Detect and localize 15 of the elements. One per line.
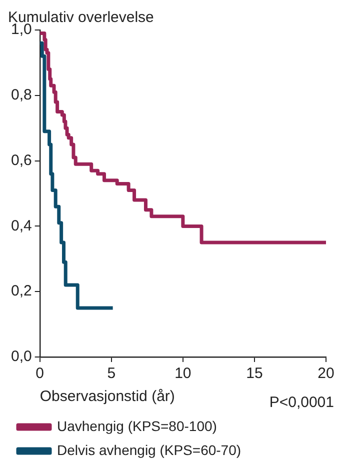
x-axis-title: Observasjonstid (år) (40, 388, 175, 406)
text: P<0,0001 (269, 394, 334, 412)
x-tick-label: 20 (318, 365, 334, 382)
y-tick-label: 0,2 (10, 282, 32, 300)
x-tick-label: 5 (107, 365, 116, 382)
y-tick-label: 1,0 (10, 21, 32, 38)
legend-label: Uavhengig (KPS=80-100) (57, 418, 217, 434)
y-tick-label: 0,6 (10, 152, 32, 169)
x-tick-label: 0 (36, 365, 44, 382)
y-tick-label: 0,4 (10, 217, 32, 234)
x-tick-label: 10 (174, 365, 192, 382)
x-tick-label: 15 (246, 365, 263, 382)
legend-label: Delvis avhengig (KPS=60-70) (57, 442, 242, 458)
y-tick-label: 0,0 (10, 348, 32, 366)
y-tick-label: 0,8 (10, 86, 32, 104)
